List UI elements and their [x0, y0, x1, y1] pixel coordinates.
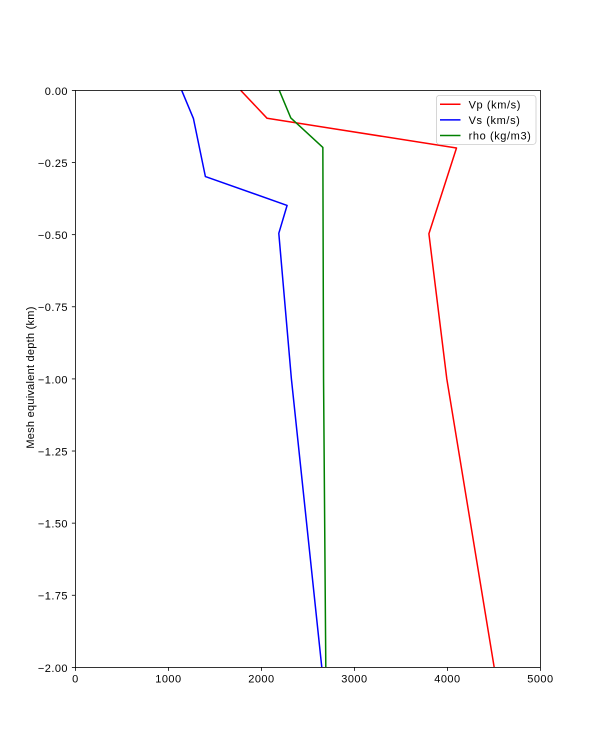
- svg-text:−1.00: −1.00: [38, 374, 68, 386]
- svg-text:Vp (km/s): Vp (km/s): [469, 99, 521, 111]
- svg-text:rho (kg/m3): rho (kg/m3): [469, 131, 532, 143]
- svg-text:−0.25: −0.25: [38, 158, 68, 170]
- svg-text:Mesh equivalent depth (km): Mesh equivalent depth (km): [25, 306, 37, 448]
- svg-text:−0.50: −0.50: [38, 230, 68, 242]
- svg-text:0.00: 0.00: [45, 86, 68, 98]
- svg-text:−0.75: −0.75: [38, 302, 68, 314]
- svg-text:5000: 5000: [527, 674, 553, 686]
- svg-text:−1.25: −1.25: [38, 446, 68, 458]
- svg-text:−1.75: −1.75: [38, 591, 68, 603]
- svg-text:3000: 3000: [341, 674, 367, 686]
- svg-text:4000: 4000: [434, 674, 460, 686]
- svg-text:1000: 1000: [155, 674, 181, 686]
- svg-text:−1.50: −1.50: [38, 519, 68, 531]
- svg-text:Vs (km/s): Vs (km/s): [469, 115, 521, 127]
- svg-text:2000: 2000: [248, 674, 274, 686]
- svg-text:0: 0: [72, 674, 79, 686]
- svg-text:−2.00: −2.00: [38, 663, 68, 675]
